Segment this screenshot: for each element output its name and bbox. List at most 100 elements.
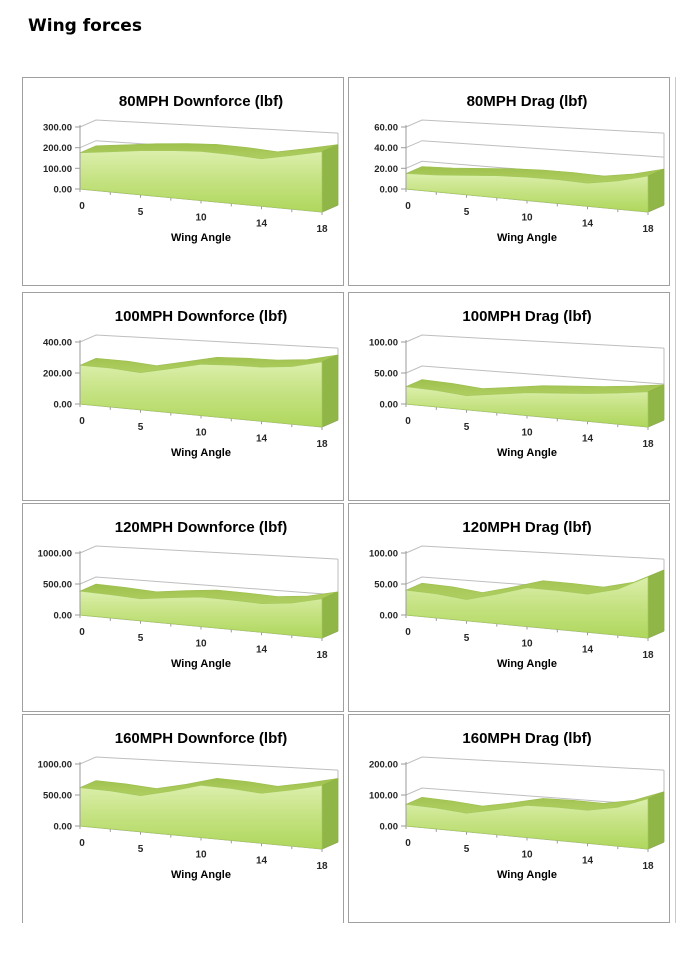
area-side-face [647, 791, 665, 850]
gridline [79, 334, 339, 349]
x-tick-label: 5 [138, 422, 144, 433]
y-tick-label: 300.00 [43, 123, 72, 134]
y-tick-label: 100.00 [369, 791, 398, 802]
y-tick-label: 200.00 [43, 369, 72, 380]
area-series [79, 784, 323, 850]
gridline [79, 119, 339, 134]
chart-panel-100mph-drag-lbf[interactable]: 0.00 50.00 100.00 0 5 10 14 18 Wing Angle 100MP… [348, 292, 670, 501]
x-tick-label: 5 [138, 633, 144, 644]
chart-title: 160MPH Drag (lbf) [462, 730, 591, 747]
chart: 0.00 200.00 400.00 0 5 10 14 18 Wing Angle 100M… [43, 308, 339, 459]
gridline [79, 576, 339, 596]
x-tick-label: 0 [405, 201, 411, 212]
chart: 0.00 50.00 100.00 0 5 10 14 18 Wing Angle 120MP… [369, 519, 665, 670]
x-tick-label: 14 [582, 855, 594, 866]
gridline [405, 140, 665, 158]
gridline [405, 545, 665, 560]
chart-panel-120mph-downforce-lbf[interactable]: 0.00 500.00 1000.00 0 5 10 14 18 Wing Angle 120… [22, 503, 344, 712]
x-axis-title: Wing Angle [171, 447, 231, 459]
x-axis-title: Wing Angle [497, 232, 557, 244]
y-tick-label: 400.00 [43, 338, 72, 349]
y-tick-label: 200.00 [369, 760, 398, 771]
x-tick-label: 5 [464, 422, 470, 433]
y-tick-label: 0.00 [380, 822, 399, 833]
area-series [405, 576, 649, 639]
area-series [405, 798, 649, 850]
x-tick-label: 18 [642, 224, 654, 235]
x-axis-title: Wing Angle [171, 658, 231, 670]
gridline [79, 545, 339, 560]
x-tick-label: 14 [582, 218, 594, 229]
x-tick-label: 10 [195, 850, 207, 861]
chart: 0.00 100.00 200.00 0 5 10 14 18 Wing Angle 160M… [369, 730, 665, 881]
gridline [79, 756, 339, 771]
chart-panel-100mph-downforce-lbf[interactable]: 0.00 200.00 400.00 0 5 10 14 18 Wing Angle 100M… [22, 292, 344, 501]
area-side-face [321, 144, 339, 213]
x-tick-label: 5 [464, 633, 470, 644]
chart-title: 80MPH Downforce (lbf) [119, 93, 283, 110]
area-side-face [647, 168, 665, 213]
x-tick-label: 10 [195, 639, 207, 650]
sheet-gridline [675, 77, 676, 923]
chart-panel-80mph-downforce-lbf[interactable]: 0.00 100.00 200.00 300.00 0 5 10 14 18 Wing Angl… [22, 77, 344, 286]
x-tick-label: 5 [138, 844, 144, 855]
y-tick-label: 20.00 [374, 164, 398, 175]
chart-title: 100MPH Downforce (lbf) [115, 308, 288, 325]
x-tick-label: 10 [521, 850, 533, 861]
page-title: Wing forces [28, 16, 142, 36]
y-tick-label: 0.00 [54, 400, 73, 411]
x-tick-label: 14 [256, 218, 268, 229]
y-tick-label: 60.00 [374, 123, 398, 134]
chart: 0.00 100.00 200.00 300.00 0 5 10 14 18 Wing Angl… [43, 93, 339, 244]
chart-title: 160MPH Downforce (lbf) [115, 730, 288, 747]
x-tick-label: 18 [316, 861, 328, 872]
chart-panel-80mph-drag-lbf[interactable]: 0.00 20.00 40.00 60.00 0 5 10 14 18 Wing Angle 8… [348, 77, 670, 286]
y-tick-label: 0.00 [380, 185, 399, 196]
area-side-face [647, 569, 665, 639]
x-tick-label: 18 [642, 861, 654, 872]
chart: 0.00 500.00 1000.00 0 5 10 14 18 Wing Angle 120… [38, 519, 339, 670]
x-tick-label: 0 [79, 838, 85, 849]
chart-title: 80MPH Drag (lbf) [467, 93, 588, 110]
y-tick-label: 500.00 [43, 580, 72, 591]
x-tick-label: 10 [521, 639, 533, 650]
y-tick-label: 50.00 [374, 580, 398, 591]
y-tick-label: 1000.00 [38, 760, 72, 771]
chart-panel-120mph-drag-lbf[interactable]: 0.00 50.00 100.00 0 5 10 14 18 Wing Angle 120MP… [348, 503, 670, 712]
x-axis-title: Wing Angle [497, 658, 557, 670]
chart: 0.00 20.00 40.00 60.00 0 5 10 14 18 Wing Angle 8… [374, 93, 665, 244]
chart-title: 100MPH Drag (lbf) [462, 308, 591, 325]
area-series [79, 150, 323, 213]
area-side-face [321, 354, 339, 428]
y-tick-label: 500.00 [43, 791, 72, 802]
gridline [405, 119, 665, 134]
chart: 0.00 500.00 1000.00 0 5 10 14 18 Wing Angle 160… [38, 730, 339, 881]
x-tick-label: 10 [195, 428, 207, 439]
y-tick-label: 0.00 [380, 400, 399, 411]
area-series [405, 386, 649, 428]
x-tick-label: 0 [79, 627, 85, 638]
x-tick-label: 10 [195, 213, 207, 224]
gridline [405, 787, 665, 807]
y-tick-label: 0.00 [380, 611, 399, 622]
x-tick-label: 10 [521, 428, 533, 439]
x-tick-label: 14 [582, 433, 594, 444]
area-side-face [321, 591, 339, 639]
x-tick-label: 18 [642, 439, 654, 450]
chart-title: 120MPH Drag (lbf) [462, 519, 591, 536]
x-tick-label: 18 [642, 650, 654, 661]
y-tick-label: 0.00 [54, 822, 73, 833]
x-tick-label: 5 [138, 207, 144, 218]
chart-panel-160mph-drag-lbf[interactable]: 0.00 100.00 200.00 0 5 10 14 18 Wing Angle 160M… [348, 714, 670, 923]
x-axis-title: Wing Angle [171, 232, 231, 244]
x-tick-label: 18 [316, 650, 328, 661]
x-tick-label: 0 [405, 627, 411, 638]
y-tick-label: 0.00 [54, 611, 73, 622]
y-tick-label: 40.00 [374, 143, 398, 154]
x-axis-title: Wing Angle [497, 869, 557, 881]
gridline [405, 334, 665, 349]
x-tick-label: 14 [582, 644, 594, 655]
y-tick-label: 100.00 [369, 338, 398, 349]
chart-panel-160mph-downforce-lbf[interactable]: 0.00 500.00 1000.00 0 5 10 14 18 Wing Angle 160… [22, 714, 344, 923]
